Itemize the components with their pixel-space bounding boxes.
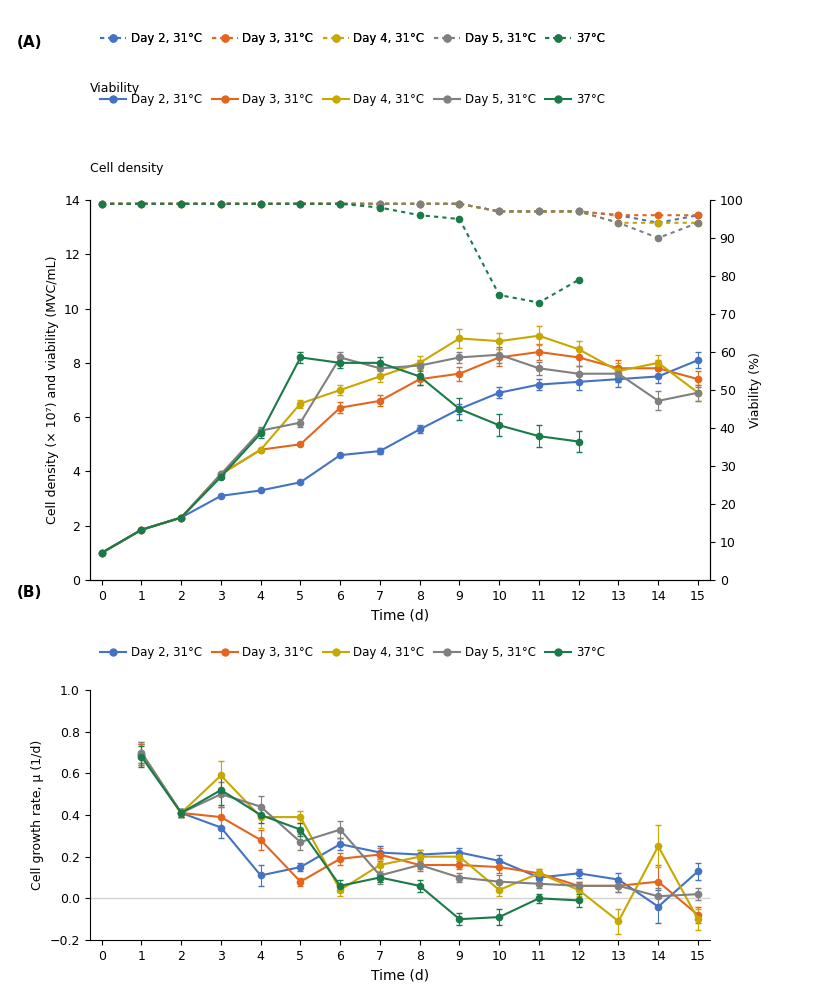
- Text: (B): (B): [16, 585, 42, 600]
- Text: (A): (A): [16, 35, 42, 50]
- X-axis label: Time (d): Time (d): [370, 608, 429, 622]
- Legend: Day 2, 31°C, Day 3, 31°C, Day 4, 31°C, Day 5, 31°C, 37°C: Day 2, 31°C, Day 3, 31°C, Day 4, 31°C, D…: [95, 642, 610, 664]
- X-axis label: Time (d): Time (d): [370, 968, 429, 982]
- Text: Cell density: Cell density: [90, 162, 163, 175]
- Y-axis label: Viability (%): Viability (%): [749, 352, 762, 428]
- Text: Viability: Viability: [90, 82, 140, 95]
- Y-axis label: Cell growth rate, μ (1/d): Cell growth rate, μ (1/d): [31, 740, 44, 890]
- Legend: Day 2, 31°C, Day 3, 31°C, Day 4, 31°C, Day 5, 31°C, 37°C: Day 2, 31°C, Day 3, 31°C, Day 4, 31°C, D…: [95, 27, 610, 50]
- Y-axis label: Cell density (× 10⁷) and viability (MVC/mL): Cell density (× 10⁷) and viability (MVC/…: [46, 256, 59, 524]
